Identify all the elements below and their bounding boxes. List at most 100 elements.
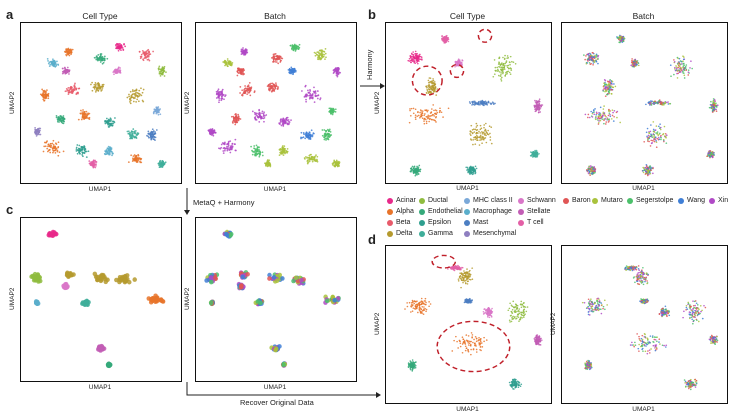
scatter-point — [55, 63, 58, 66]
scatter-point — [458, 61, 460, 64]
scatter-point — [664, 102, 667, 105]
scatter-point — [643, 169, 645, 172]
scatter-point — [112, 120, 114, 123]
scatter-point — [317, 94, 320, 96]
scatter-point — [432, 81, 435, 84]
scatter-point — [474, 170, 476, 173]
scatter-point — [281, 57, 284, 60]
scatter-point — [667, 101, 669, 103]
scatter-point — [236, 121, 238, 124]
scatter-point — [428, 88, 431, 91]
scatter-point — [603, 88, 605, 90]
scatter-point — [328, 128, 331, 131]
scatter-point — [278, 56, 280, 59]
scatter-point — [290, 71, 293, 73]
scatter-point — [268, 164, 271, 167]
scatter-point — [668, 102, 671, 105]
scatter-point — [428, 115, 431, 117]
scatter-point — [683, 64, 686, 66]
scatter-point — [592, 109, 595, 111]
umap-plot-a-batch — [195, 22, 357, 184]
scatter-point — [137, 153, 140, 156]
scatter-point — [337, 70, 339, 73]
scatter-point — [319, 49, 322, 52]
scatter-point — [690, 60, 692, 62]
scatter-point — [227, 148, 229, 150]
scatter-point — [677, 72, 679, 75]
panel-letter-a: a — [6, 7, 14, 22]
scatter-point — [677, 57, 679, 60]
umap-plot-b-celltype — [385, 22, 552, 184]
scatter-point — [262, 114, 265, 116]
scatter-point — [485, 102, 488, 105]
scatter-point — [294, 70, 297, 73]
scatter-point — [57, 141, 60, 144]
scatter-point — [305, 131, 308, 134]
scatter-point — [597, 123, 600, 125]
scatter-point — [334, 67, 337, 70]
scatter-point — [608, 89, 611, 92]
scatter-point — [490, 103, 492, 105]
scatter-point — [461, 62, 463, 64]
scatter-point — [313, 51, 316, 54]
scatter-point — [414, 55, 417, 57]
scatter-point — [302, 131, 305, 134]
scatter-point — [645, 166, 648, 168]
scatter-point — [604, 95, 607, 97]
scatter-point — [631, 58, 633, 60]
scatter-point — [110, 147, 113, 150]
scatter-point — [469, 134, 472, 136]
scatter-point — [39, 129, 41, 132]
scatter-point — [483, 126, 485, 129]
scatter-point — [647, 138, 649, 140]
scatter-point — [73, 84, 76, 86]
scatter-cloud — [207, 43, 342, 168]
scatter-point — [237, 119, 240, 122]
scatter-point — [433, 109, 435, 112]
scatter-point — [71, 92, 74, 94]
scatter-point — [75, 146, 78, 149]
scatter-point — [318, 52, 321, 55]
scatter-point — [338, 71, 341, 74]
scatter-point — [81, 115, 84, 118]
scatter-point — [152, 135, 155, 137]
scatter-point — [660, 136, 662, 139]
scatter-point — [496, 70, 499, 72]
scatter-point — [134, 136, 136, 139]
scatter-point — [239, 92, 241, 94]
scatter-point — [593, 57, 596, 60]
scatter-point — [242, 49, 245, 52]
scatter-point — [319, 54, 322, 57]
scatter-point — [221, 142, 224, 144]
scatter-point — [278, 122, 281, 125]
scatter-point — [83, 145, 86, 147]
scatter-point — [67, 86, 70, 89]
scatter-point — [56, 118, 59, 121]
scatter-point — [142, 88, 145, 91]
scatter-point — [660, 134, 662, 137]
scatter-point — [132, 155, 135, 157]
scatter-point — [309, 135, 312, 138]
scatter-point — [609, 115, 612, 118]
scatter-point — [434, 90, 436, 93]
scatter-point — [472, 169, 474, 172]
scatter-point — [222, 93, 225, 96]
scatter-point — [300, 136, 302, 139]
scatter-point — [147, 132, 150, 135]
title-a-celltype: Cell Type — [82, 11, 118, 21]
scatter-point — [270, 86, 273, 88]
scatter-point — [610, 118, 613, 120]
scatter-point — [538, 105, 540, 107]
scatter-point — [583, 54, 585, 56]
scatter-point — [609, 81, 612, 84]
scatter-point — [408, 121, 411, 124]
scatter-point — [593, 113, 596, 116]
scatter-point — [330, 134, 333, 136]
scatter-point — [659, 128, 662, 131]
scatter-point — [605, 116, 607, 118]
scatter-point — [435, 109, 438, 112]
scatter-point — [645, 170, 647, 173]
scatter-point — [118, 69, 121, 72]
scatter-point — [445, 35, 447, 37]
scatter-point — [113, 121, 116, 124]
